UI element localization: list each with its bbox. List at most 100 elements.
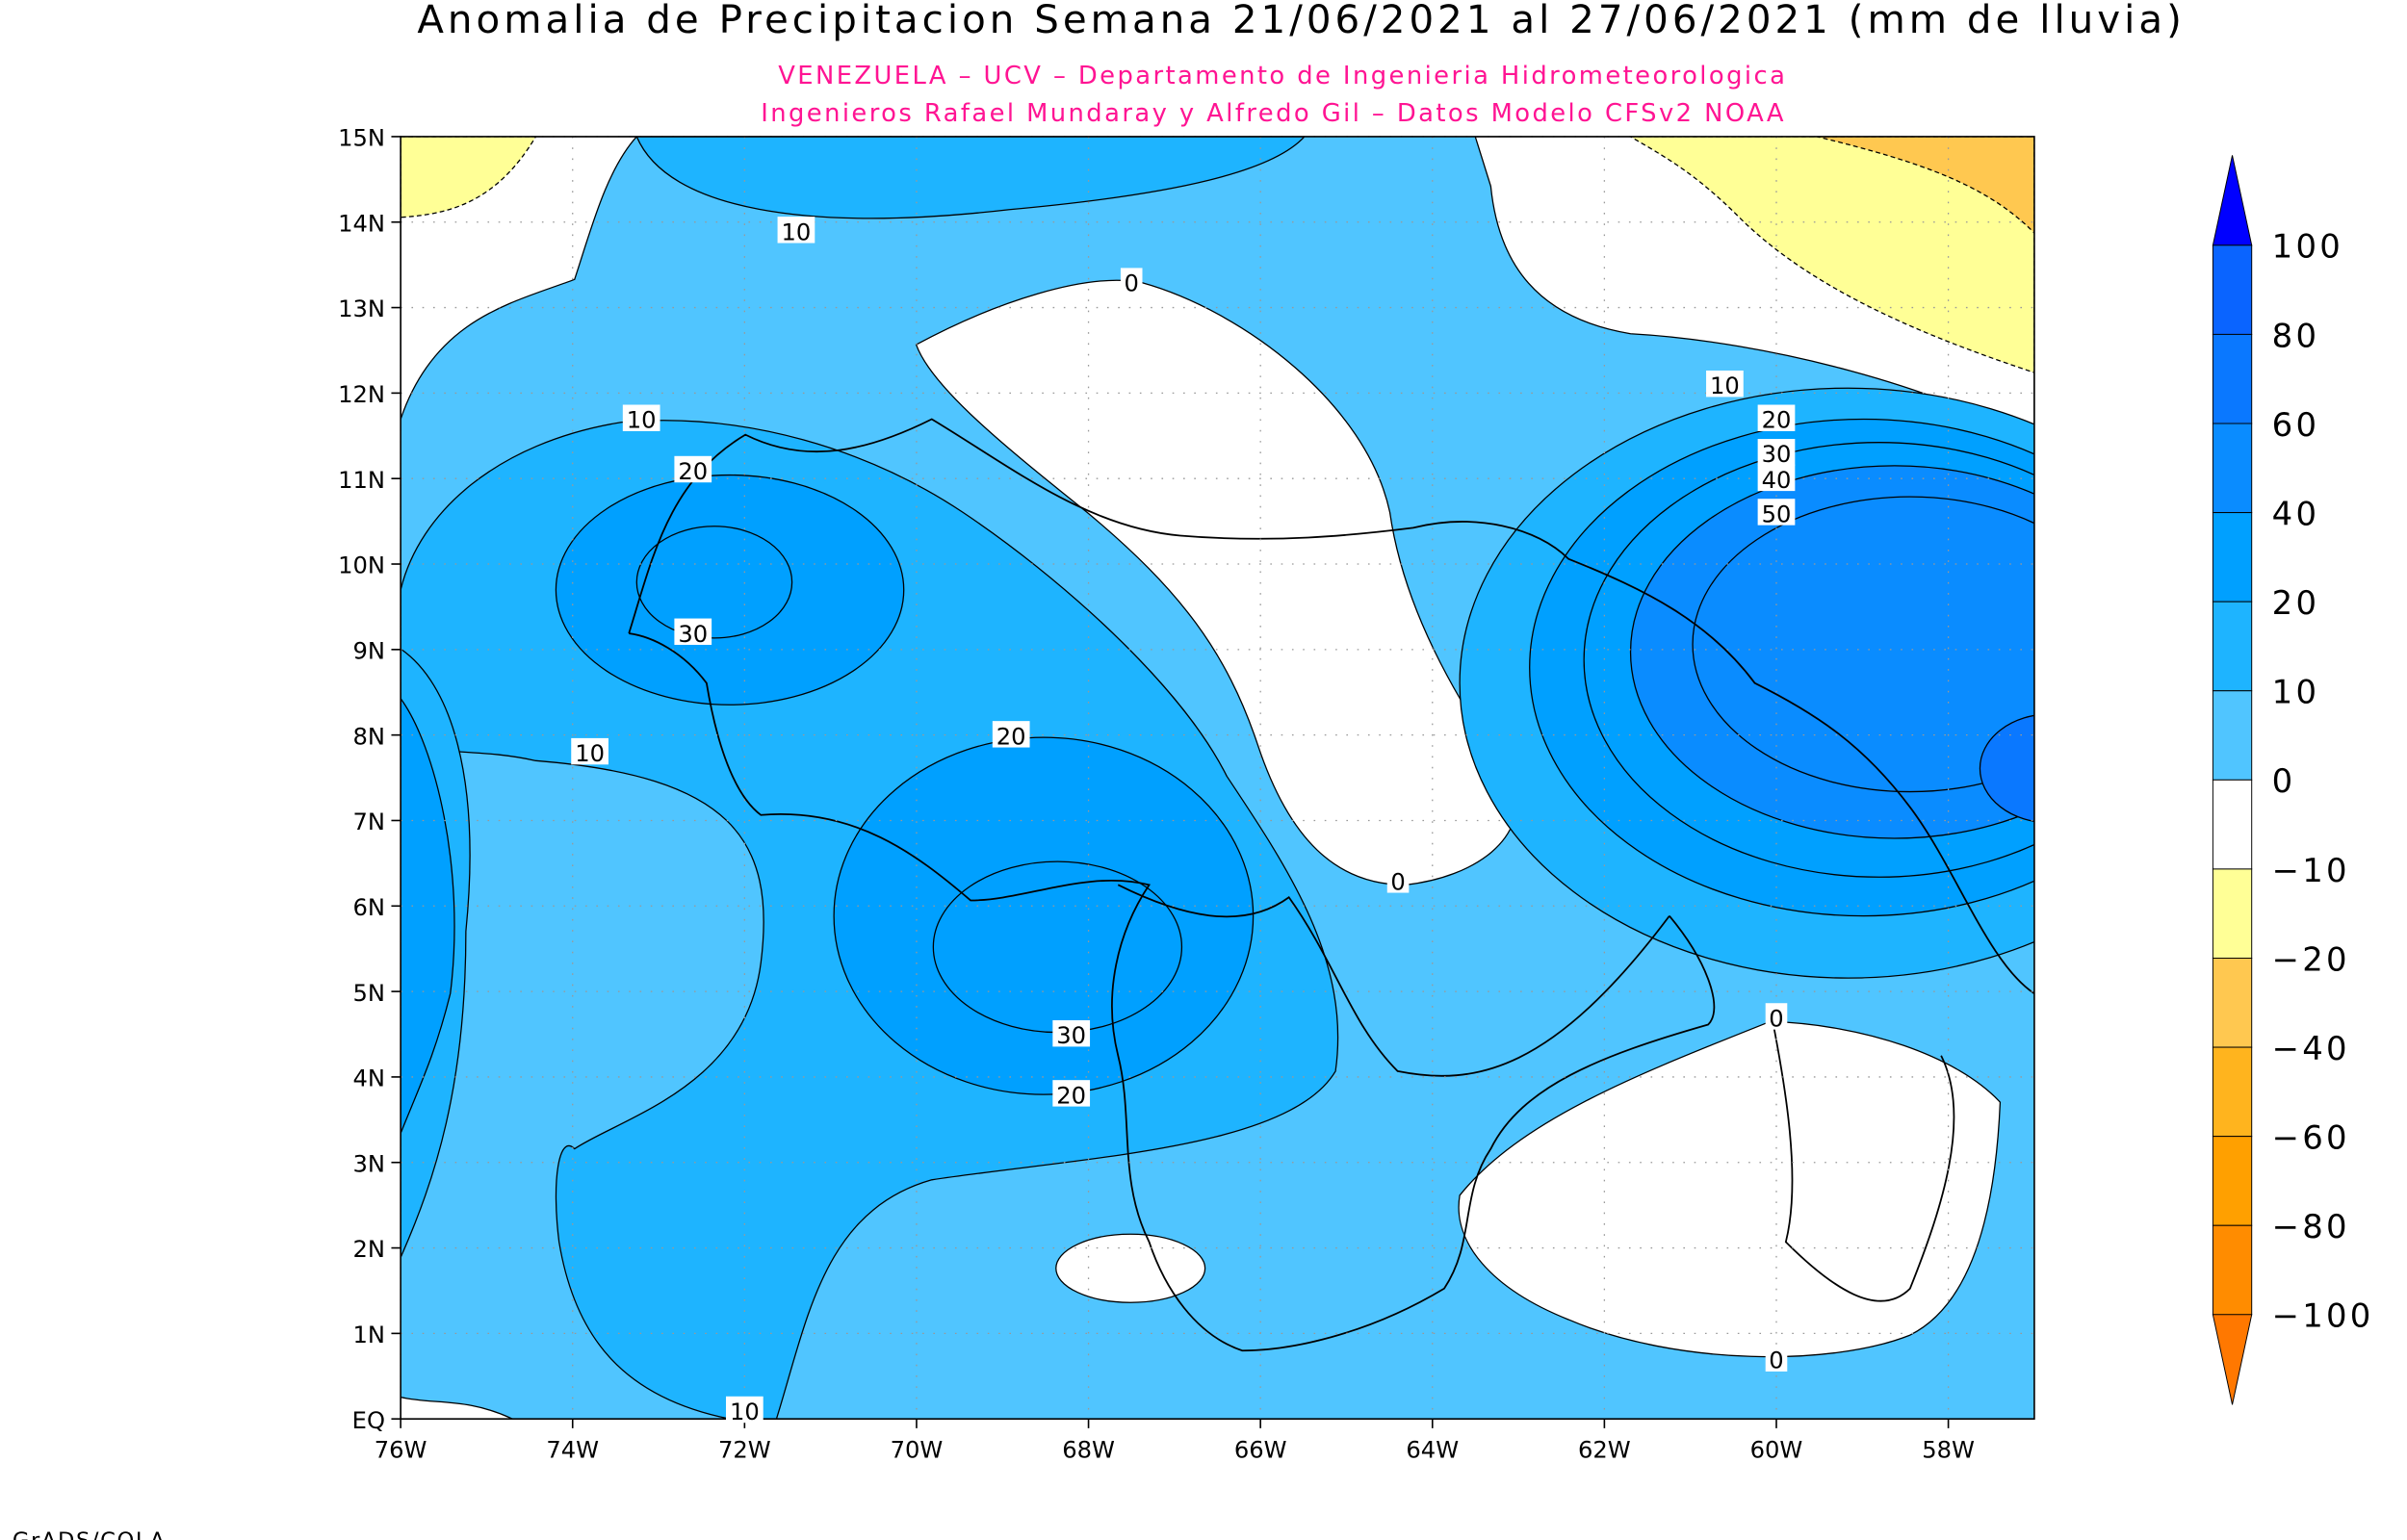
contour-30-east [1583, 442, 2034, 878]
contour-label: 20 [678, 458, 708, 485]
contour-label-bg [674, 618, 712, 645]
contour-label: 50 [1762, 500, 1792, 527]
x-tick-label: 70W [891, 1437, 944, 1464]
colorbar-segment [2212, 512, 2253, 603]
contour-label-bg [725, 1396, 764, 1424]
colorbar-label: −80 [2272, 1208, 2350, 1245]
contour-label: 0 [1769, 1348, 1783, 1374]
colorbar-label: 60 [2272, 406, 2320, 444]
colorbar-label: −40 [2272, 1030, 2350, 1067]
colorbar-segment [2212, 779, 2253, 870]
colorbar-segment [2212, 423, 2253, 514]
contour-label-bg [674, 455, 712, 483]
x-tick-label: 72W [718, 1437, 771, 1464]
y-tick-label: EQ [352, 1407, 385, 1434]
field-white-se [1458, 1020, 2002, 1358]
y-tick-label: 4N [353, 1065, 385, 1092]
contour-label-bg [1765, 1345, 1788, 1372]
contour-label-bg [1052, 1020, 1091, 1047]
field-40-60-east [1629, 465, 2034, 839]
chart-subtitle-1: VENEZUELA – UCV – Departamento de Ingeni… [778, 62, 1787, 90]
contour-label-bg [1706, 370, 1744, 398]
field-white-south [1055, 1233, 1206, 1303]
contour-label-bg [1052, 1080, 1091, 1107]
contour-label: 20 [996, 723, 1026, 750]
colorbar-segment [2212, 333, 2253, 424]
contour-label-bg [1757, 439, 1796, 466]
contour-label: 20 [1056, 1082, 1086, 1109]
field-white-sw [401, 1396, 513, 1420]
colorbar-arrow-top [2212, 155, 2253, 246]
plot-frame [400, 136, 2035, 1420]
contour-label-bg [777, 217, 815, 244]
colorbar-segment [2212, 1224, 2253, 1316]
contour-30-nw [635, 526, 793, 639]
grid-lines [400, 136, 2034, 1420]
x-tick-label: 66W [1234, 1437, 1287, 1464]
contour-label: 0 [1390, 868, 1405, 895]
contour-label: 0 [1769, 1005, 1783, 1032]
coastline [628, 418, 2034, 1352]
field-20-40-westedge [401, 697, 455, 1134]
field-yellow-nw [401, 136, 537, 218]
contour-label: 20 [1762, 407, 1792, 434]
field-white-central [915, 279, 1517, 886]
footer-credit: GrADS/COLA [13, 1528, 167, 1540]
colorbar-label: 10 [2272, 674, 2320, 711]
y-tick-label: 13N [338, 295, 385, 322]
contour-50-east [1692, 496, 2034, 793]
y-tick-label: 8N [353, 723, 385, 750]
x-tick-label: 74W [546, 1437, 599, 1464]
x-tick-label: 62W [1578, 1437, 1631, 1464]
plot-area [401, 136, 2034, 1420]
y-tick-label: 3N [353, 1150, 385, 1177]
y-tick-label: 14N [338, 210, 385, 237]
field-20-40-central [833, 736, 1255, 1095]
x-tick-label: 76W [375, 1437, 427, 1464]
field-10-20-north [635, 136, 1306, 219]
contour-label-bg [571, 737, 608, 765]
contour-label-bg [992, 721, 1030, 748]
y-tick-label: 10N [338, 552, 385, 579]
contour-label-bg [1765, 1003, 1788, 1030]
y-tick-label: 2N [353, 1236, 385, 1263]
colorbar-segment [2212, 690, 2253, 781]
y-tick-label: 1N [353, 1322, 385, 1348]
contour-label: 10 [575, 740, 605, 767]
x-tick-label: 58W [1922, 1437, 1975, 1464]
colorbar-segment [2212, 868, 2253, 959]
contour-label: 10 [730, 1399, 760, 1425]
x-tick-label: 60W [1750, 1437, 1803, 1464]
colorbar-label: 20 [2272, 584, 2320, 622]
field-white-nw [401, 136, 638, 420]
y-tick-label: 7N [353, 808, 385, 835]
colorbar-label: 0 [2272, 762, 2296, 800]
colorbar-segment [2212, 601, 2253, 692]
contour-label: 30 [1056, 1022, 1086, 1049]
colorbar-label: −10 [2272, 852, 2350, 889]
chart-title: Anomalia de Precipitacion Semana 21/06/2… [417, 0, 2186, 42]
colorbar-segment [2212, 958, 2253, 1048]
axis-ticks: 76W 74W 72W 70W 68W 66W 64W 62W 60W 58W EQ 1N 2N 3N 4N… [338, 125, 1975, 1464]
colorbar-label: −100 [2272, 1297, 2374, 1335]
colorbar-segment [2212, 244, 2253, 335]
y-tick-label: 12N [338, 381, 385, 408]
y-tick-label: 11N [338, 467, 385, 494]
contour-label: 10 [782, 218, 812, 245]
chart-subtitle-2: Ingenieros Rafael Mundaray y Alfredo Gil… [761, 99, 1786, 128]
contour-label-bg [1757, 499, 1796, 526]
colorbar-segment [2212, 1136, 2253, 1226]
y-tick-label: 5N [353, 980, 385, 1007]
colorbar-label: −20 [2272, 940, 2350, 978]
contour-label: 10 [627, 407, 657, 434]
colorbar-label: 40 [2272, 495, 2320, 532]
y-tick-label: 15N [338, 125, 385, 152]
contour-label-bg [1120, 268, 1143, 295]
field-60-80-east [1979, 714, 2034, 823]
x-tick-label: 68W [1062, 1437, 1115, 1464]
colorbar-label: 100 [2272, 228, 2343, 266]
colorbar-label: 80 [2272, 317, 2320, 354]
contour-label: 10 [1710, 372, 1740, 399]
contour-label: 30 [1762, 441, 1792, 468]
